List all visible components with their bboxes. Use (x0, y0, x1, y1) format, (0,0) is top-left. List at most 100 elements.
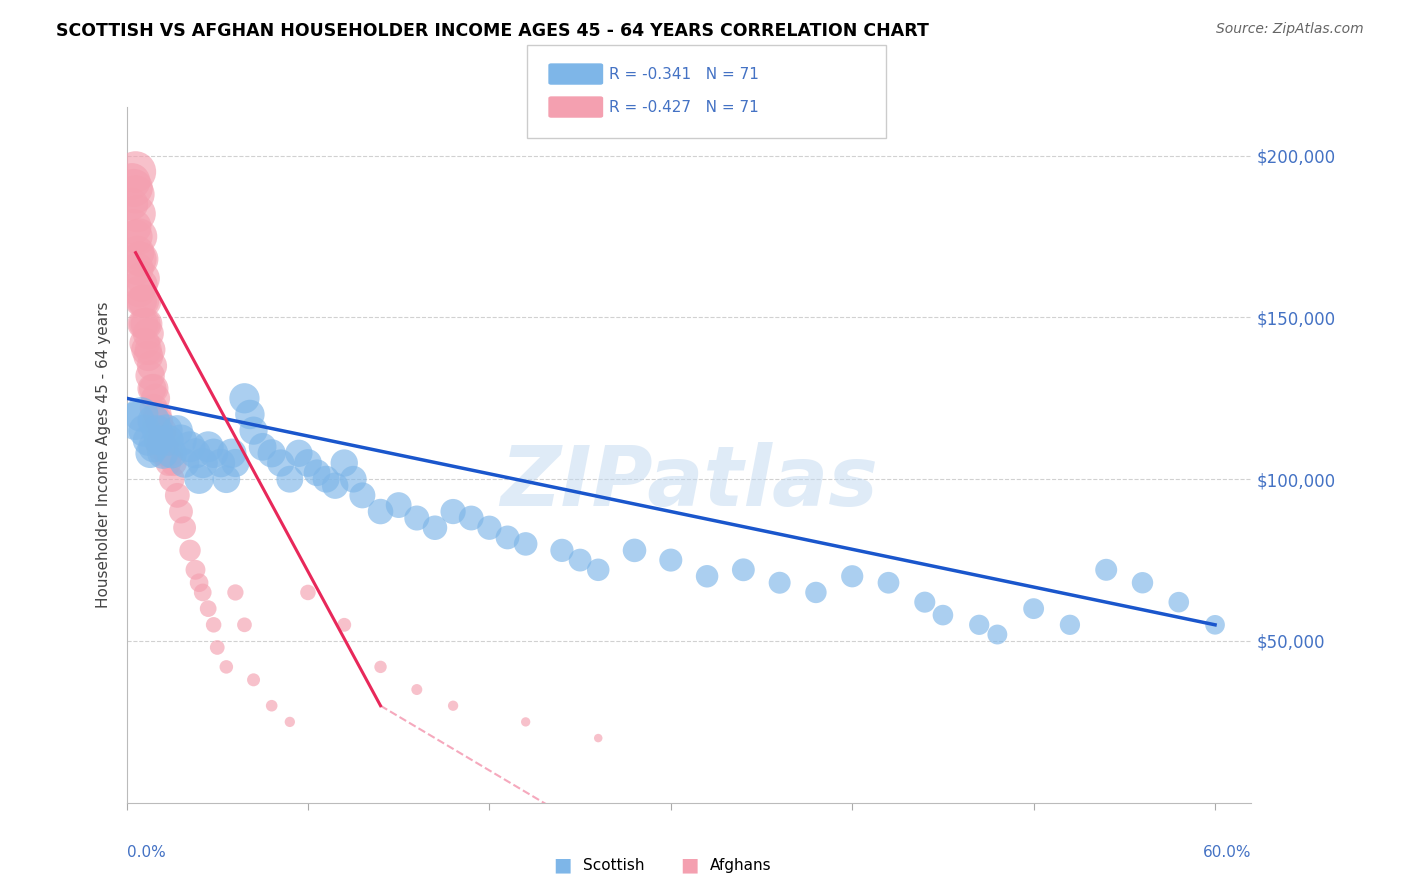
Point (233, 617, 256, 632)
Point (136, 326, 159, 341)
Point (733, 563, 755, 577)
Point (333, 456, 356, 470)
Point (188, 575, 211, 590)
Point (1059, 617, 1081, 632)
Point (136, 349, 159, 363)
Point (586, 563, 609, 577)
Point (586, 731, 609, 745)
Text: Scottish: Scottish (583, 858, 645, 872)
Point (122, 181, 145, 195)
Point (124, 187, 146, 202)
Point (297, 456, 319, 470)
Point (139, 343, 162, 357)
Point (128, 285, 150, 299)
Point (155, 434, 177, 448)
Point (441, 698, 464, 713)
Point (305, 466, 328, 480)
Text: 0.0%: 0.0% (127, 845, 166, 860)
Point (224, 456, 246, 470)
Text: ■: ■ (553, 855, 572, 875)
Point (132, 271, 155, 285)
Point (315, 472, 337, 486)
Point (551, 543, 574, 558)
Point (215, 472, 238, 486)
Point (260, 446, 283, 460)
Point (129, 252, 152, 267)
Point (134, 317, 156, 331)
Point (841, 569, 863, 583)
Point (184, 446, 207, 460)
Point (146, 408, 169, 422)
Point (142, 382, 165, 396)
Point (155, 424, 177, 438)
Point (170, 504, 193, 518)
Point (288, 446, 311, 460)
Point (127, 245, 149, 260)
Point (127, 207, 149, 221)
Point (188, 472, 211, 486)
Point (323, 478, 346, 492)
Point (233, 392, 256, 406)
Point (224, 585, 246, 599)
Point (352, 488, 374, 502)
Point (342, 472, 364, 486)
Point (515, 714, 537, 729)
Point (145, 392, 167, 406)
Point (986, 627, 1008, 641)
Point (804, 585, 827, 599)
Point (239, 408, 262, 422)
Point (148, 434, 170, 448)
Point (173, 521, 195, 535)
Point (1204, 617, 1226, 632)
Point (142, 440, 165, 454)
Point (157, 456, 180, 470)
Point (209, 456, 232, 470)
Point (159, 446, 181, 460)
Point (967, 617, 990, 632)
Point (128, 229, 150, 244)
Point (1095, 563, 1118, 577)
Point (173, 456, 195, 470)
Point (135, 317, 157, 331)
Point (129, 408, 152, 422)
Point (932, 608, 955, 623)
Text: Source: ZipAtlas.com: Source: ZipAtlas.com (1216, 22, 1364, 37)
Point (179, 440, 201, 454)
Point (297, 585, 319, 599)
Point (184, 563, 207, 577)
Point (333, 617, 356, 632)
Text: R = -0.341   N = 71: R = -0.341 N = 71 (609, 67, 759, 81)
Point (139, 446, 162, 460)
Point (146, 424, 169, 438)
Point (152, 424, 174, 438)
Point (242, 424, 264, 438)
Point (170, 434, 193, 448)
Point (142, 401, 165, 415)
Point (405, 511, 427, 525)
Text: 60.0%: 60.0% (1204, 845, 1251, 860)
Point (150, 434, 173, 448)
Point (696, 569, 718, 583)
Point (142, 414, 165, 428)
Point (179, 543, 201, 558)
Point (160, 446, 183, 460)
Point (124, 229, 146, 244)
Point (121, 174, 143, 188)
Point (659, 553, 682, 567)
Point (134, 294, 156, 309)
Point (460, 511, 482, 525)
Point (221, 446, 243, 460)
Point (129, 294, 152, 309)
Point (515, 537, 537, 551)
Point (388, 498, 411, 512)
Point (423, 521, 446, 535)
Text: R = -0.427   N = 71: R = -0.427 N = 71 (609, 100, 759, 114)
Point (1132, 575, 1154, 590)
Y-axis label: Householder Income Ages 45 - 64 years: Householder Income Ages 45 - 64 years (96, 301, 111, 608)
Point (914, 595, 936, 609)
Point (197, 601, 219, 615)
Text: ZIPatlas: ZIPatlas (501, 442, 877, 524)
Point (242, 673, 264, 687)
Point (623, 543, 645, 558)
Point (278, 714, 301, 729)
